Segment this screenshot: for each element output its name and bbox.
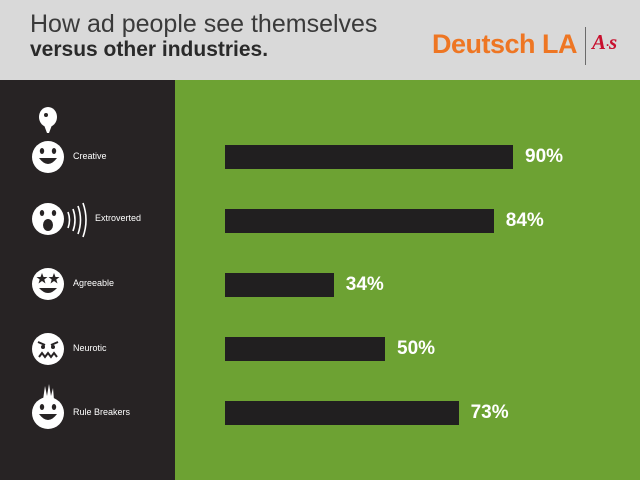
category-label: Creative <box>73 151 107 161</box>
bar-neurotic <box>225 337 385 361</box>
smiley-star-eyes-icon <box>32 268 64 300</box>
bar-agreeable <box>225 273 334 297</box>
category-label: Rule Breakers <box>73 407 131 417</box>
value-label: 90% <box>525 146 564 167</box>
bar-extroverted <box>225 209 494 233</box>
value-label: 73% <box>470 402 509 423</box>
chart-title-line1: How ad people see themselves <box>30 10 378 38</box>
value-label: 34% <box>345 274 384 295</box>
logo-divider <box>585 27 586 65</box>
smiley-shouting-icon <box>32 202 87 238</box>
value-label: 50% <box>397 338 436 359</box>
deutsch-la-logo: Deutsch LA <box>432 29 578 59</box>
smiley-worried-icon <box>32 333 64 365</box>
category-sidebar <box>0 80 175 480</box>
category-label: Extroverted <box>95 213 142 223</box>
header-band: How ad people see themselves versus othe… <box>0 0 640 80</box>
value-label: 84% <box>505 210 544 231</box>
smiley-idea-icon <box>32 107 64 173</box>
smiley-mohawk-icon <box>32 384 64 429</box>
aaaa-logo: A·s <box>592 30 618 54</box>
bar-creative <box>225 145 513 169</box>
bar-rule-breakers <box>225 401 459 425</box>
category-label: Agreeable <box>73 278 115 288</box>
category-label: Neurotic <box>73 343 107 353</box>
chart-title-line2: versus other industries. <box>30 38 269 61</box>
